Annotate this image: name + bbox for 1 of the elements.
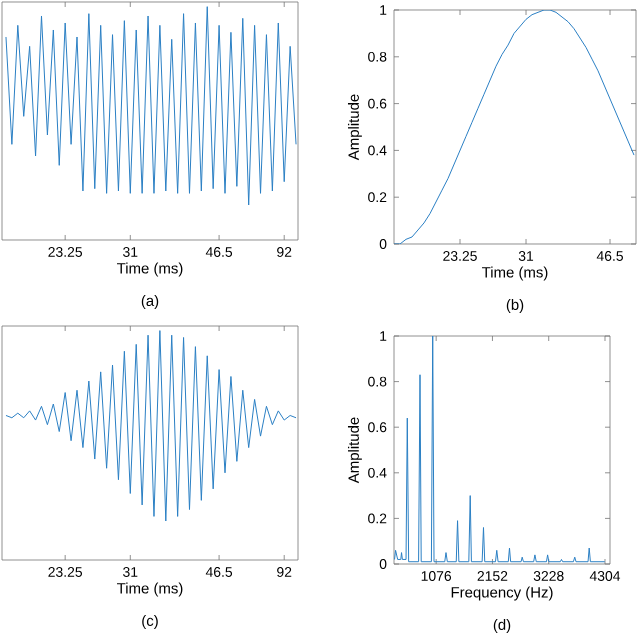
line-series: [394, 336, 606, 563]
